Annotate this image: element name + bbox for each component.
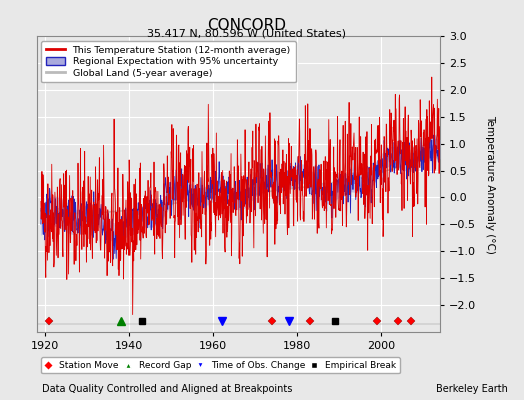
Legend: Station Move, Record Gap, Time of Obs. Change, Empirical Break: Station Move, Record Gap, Time of Obs. C… xyxy=(41,357,400,373)
Text: CONCORD: CONCORD xyxy=(207,18,286,33)
Y-axis label: Temperature Anomaly (°C): Temperature Anomaly (°C) xyxy=(485,114,495,254)
Text: 35.417 N, 80.596 W (United States): 35.417 N, 80.596 W (United States) xyxy=(147,28,346,38)
Text: Data Quality Controlled and Aligned at Breakpoints: Data Quality Controlled and Aligned at B… xyxy=(42,384,292,394)
Text: Berkeley Earth: Berkeley Earth xyxy=(436,384,508,394)
